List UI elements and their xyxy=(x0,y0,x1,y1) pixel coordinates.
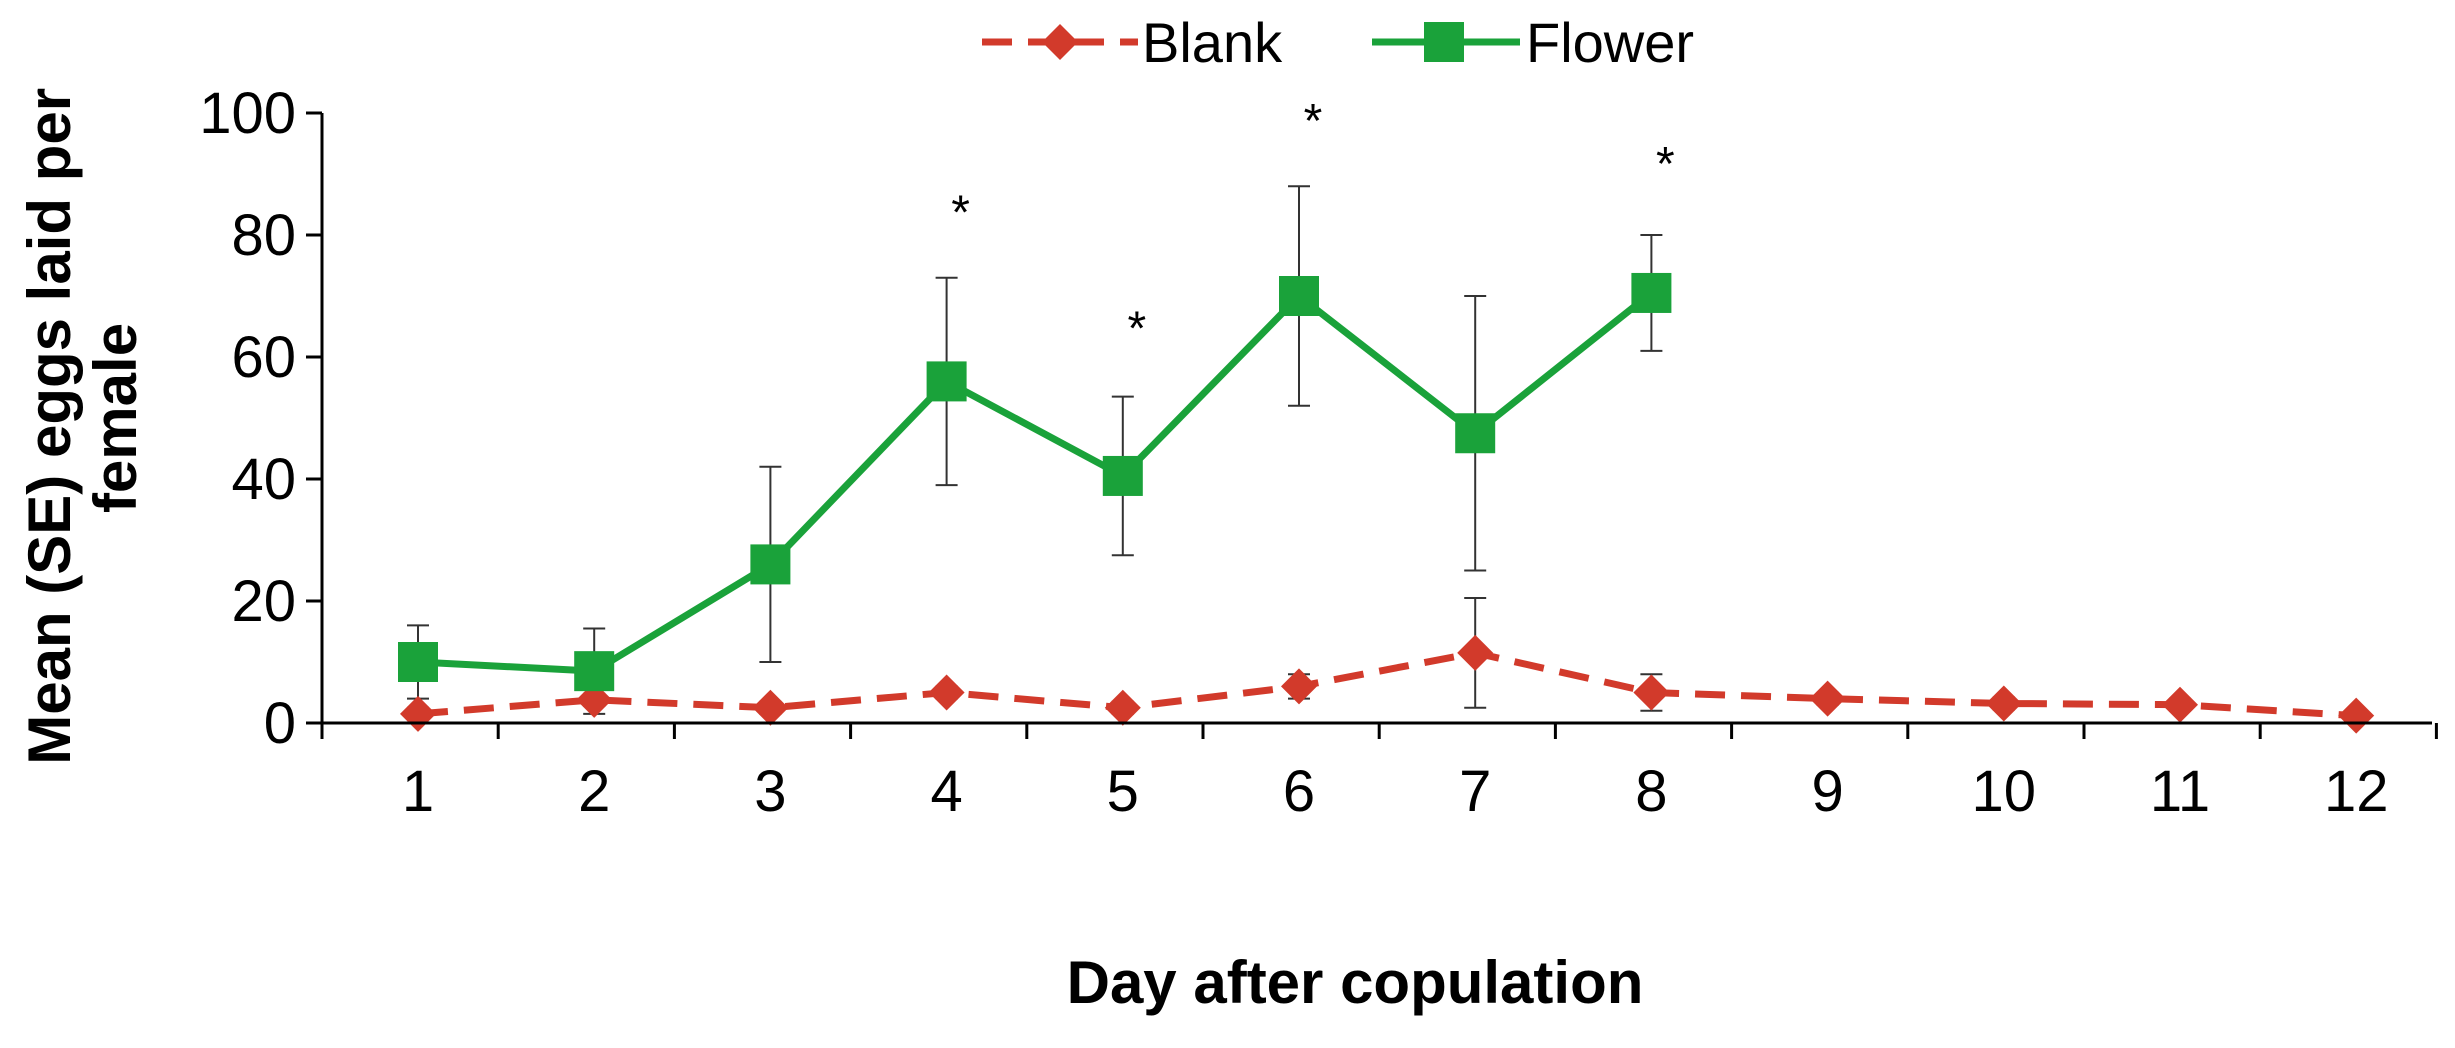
significance-mark-day-6: * xyxy=(1304,95,1323,148)
error-bars-layer xyxy=(407,185,2368,721)
y-tick-label-100: 100 xyxy=(199,81,296,146)
x-tick-label-1: 1 xyxy=(402,759,434,824)
legend: Blank Flower xyxy=(982,11,1694,74)
x-tick-label-4: 4 xyxy=(930,759,962,824)
x-tick-label-7: 7 xyxy=(1459,759,1491,824)
x-tick-label-12: 12 xyxy=(2324,759,2389,824)
x-tick-label-5: 5 xyxy=(1107,759,1139,824)
marker-blank-day-3 xyxy=(752,689,789,726)
marker-flower-day-5 xyxy=(1102,455,1143,496)
legend-item-flower: Flower xyxy=(1372,11,1694,74)
x-tick-label-2: 2 xyxy=(578,759,610,824)
annotations-layer: * * * * xyxy=(951,95,1674,355)
marker-blank-day-4 xyxy=(928,674,965,711)
y-tick-label-20: 20 xyxy=(231,569,296,634)
y-tick-label-0: 0 xyxy=(264,691,296,756)
marker-blank-day-1 xyxy=(400,695,436,732)
y-tick-label-60: 60 xyxy=(231,325,296,390)
y-axis-title: Mean (SE) eggs laid per female xyxy=(16,71,149,765)
marker-blank-day-5 xyxy=(1104,689,1141,726)
x-tick-label-9: 9 xyxy=(1811,759,1843,824)
x-tick-label-3: 3 xyxy=(754,759,786,824)
marker-flower-day-4 xyxy=(926,361,967,402)
x-tick-label-8: 8 xyxy=(1635,759,1667,824)
markers-layer xyxy=(398,272,2375,734)
y-axis-title-line-1: Mean (SE) eggs laid per xyxy=(16,88,83,765)
series-line-flower xyxy=(417,290,1654,675)
marker-flower-day-8 xyxy=(1631,272,1672,313)
x-tick-label-10: 10 xyxy=(1972,759,2037,824)
significance-mark-day-4: * xyxy=(951,187,970,240)
marker-blank-day-12 xyxy=(2338,697,2375,734)
legend-marker-blank xyxy=(1042,24,1078,60)
marker-blank-day-10 xyxy=(1985,685,2022,722)
significance-mark-day-8: * xyxy=(1656,138,1675,191)
marker-blank-day-11 xyxy=(2162,686,2198,723)
marker-blank-day-9 xyxy=(1809,680,1846,717)
marker-flower-day-2 xyxy=(574,651,615,692)
legend-label-blank: Blank xyxy=(1142,11,1283,74)
y-tick-label-40: 40 xyxy=(231,447,296,512)
significance-mark-day-5: * xyxy=(1127,303,1146,356)
marker-flower-day-3 xyxy=(750,544,791,585)
marker-flower-day-1 xyxy=(398,642,438,682)
marker-flower-day-7 xyxy=(1455,413,1496,454)
legend-item-blank: Blank xyxy=(982,11,1283,74)
marker-blank-day-8 xyxy=(1633,674,1670,711)
series-lines-layer xyxy=(417,290,2357,720)
marker-flower-day-6 xyxy=(1279,276,1319,316)
legend-marker-flower xyxy=(1424,22,1464,62)
y-axis-title-line-2: female xyxy=(82,323,149,513)
x-tick-label-11: 11 xyxy=(2150,759,2210,824)
y-tick-label-80: 80 xyxy=(231,203,296,268)
series-line-blank xyxy=(417,649,2357,720)
x-tick-label-6: 6 xyxy=(1283,759,1315,824)
x-axis-title: Day after copulation xyxy=(1067,949,1644,1016)
marker-blank-day-6 xyxy=(1281,668,1317,705)
legend-label-flower: Flower xyxy=(1526,11,1694,74)
axes-layer xyxy=(320,113,2432,725)
marker-blank-day-7 xyxy=(1457,634,1494,671)
